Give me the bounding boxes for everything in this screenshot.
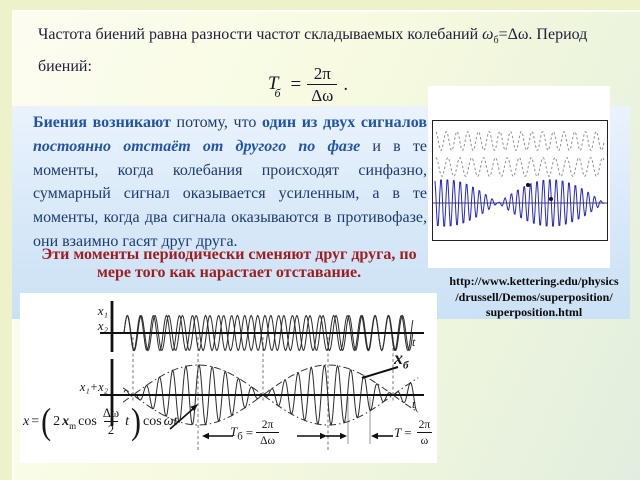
x-beat-subscript: б xyxy=(403,359,409,372)
highlight-text: Эти моменты периодически сменяют друг др… xyxy=(41,246,417,281)
intro-after: =Δω. Период биений: xyxy=(38,26,588,76)
t-fraction-num: 2π xyxy=(418,419,431,431)
sum-cos2: cos xyxy=(142,414,162,430)
intro-before: Частота биений равна разности частот скл… xyxy=(38,26,483,43)
tb-fraction-den: Δω xyxy=(256,432,280,447)
emphasis-bold-2: один из двух сигналов xyxy=(262,114,427,131)
period-symbol-subscript: б xyxy=(274,86,281,101)
body-text-1: потому, что xyxy=(170,114,262,131)
sum-omega-t: ωt xyxy=(163,414,178,430)
beats-diagram-image: x₁ x₂ x₁+x₂ t t xб x = ( 2 xm cos Δω 2 t… xyxy=(20,293,437,463)
intro-text: Частота биений равна разности частот скл… xyxy=(38,22,623,80)
tb-fraction: 2π Δω xyxy=(256,419,280,447)
tb-equals: = xyxy=(245,425,254,441)
label-t-top: t xyxy=(412,335,416,349)
t-fraction-den: ω xyxy=(416,432,433,447)
fraction-denominator: Δω xyxy=(307,84,338,105)
fraction-numerator: 2π xyxy=(313,64,331,84)
sum-fraction: Δω 2 xyxy=(99,406,123,437)
label-x1: x₁ xyxy=(97,303,108,318)
omega-symbol: ω xyxy=(482,26,494,43)
fraction: 2π Δω xyxy=(307,64,338,105)
x-beat-symbol: x xyxy=(394,348,403,368)
close-paren: ) xyxy=(130,400,141,443)
omega-subscript: б xyxy=(493,35,499,47)
sum-fraction-num: Δω xyxy=(102,406,120,420)
t-symbol: T xyxy=(394,425,402,441)
source-link-line2[interactable]: /drussell/Demos/superposition/ xyxy=(455,289,613,304)
label-x1-plus-x2: x₁+x₂ xyxy=(79,380,108,394)
sum-amplitude: x xyxy=(62,413,70,429)
label-x2: x₂ xyxy=(97,318,108,333)
sum-equals: = xyxy=(31,414,40,430)
beat-period-small-formula: Tб = 2π Δω xyxy=(230,419,280,447)
body-paragraph: Биения возникают потому, что один из дву… xyxy=(33,111,427,254)
sum-amplitude-sub: m xyxy=(69,420,77,431)
t-fraction: 2π ω xyxy=(415,419,435,447)
source-link-line1[interactable]: http://www.kettering.edu/physics xyxy=(449,274,619,288)
beats-animation-frame xyxy=(432,120,608,241)
source-link[interactable]: http://www.kettering.edu/physics /drusse… xyxy=(436,274,632,321)
sum-formula: x = ( 2 xm cos Δω 2 t ) cos ωt xyxy=(23,403,178,441)
label-t-bottom: t xyxy=(412,397,416,411)
label-x-beat: xб xyxy=(394,348,409,372)
source-link-line3[interactable]: superposition.html xyxy=(485,305,583,319)
sum-cos1: cos xyxy=(78,414,97,430)
period-symbol: T xyxy=(267,72,279,94)
t-equals: = xyxy=(404,425,412,441)
open-paren: ( xyxy=(41,400,52,443)
superposition-demo-image xyxy=(428,86,610,268)
formula-period-dot: . xyxy=(343,74,349,95)
tb-symbol: T xyxy=(230,423,238,439)
beats-diagram-svg xyxy=(100,301,424,451)
carrier-period-formula: T = 2π ω xyxy=(394,419,434,447)
beat-period-formula: Tб = 2π Δω . xyxy=(228,60,388,110)
body-text-2: и в те моменты, когда колебания происход… xyxy=(33,137,427,250)
sum-t: t xyxy=(125,414,129,430)
emphasis-bold-1: Биения возникают xyxy=(33,114,171,131)
tb-fraction-num: 2π xyxy=(261,419,274,431)
sum-lhs: x xyxy=(23,414,30,430)
tb-subscript: б xyxy=(237,430,243,443)
emphasis-bold-italic: постоянно отстаёт от другого по фазе xyxy=(33,137,361,155)
sum-fraction-den: 2 xyxy=(103,421,119,437)
sum-coef: 2 xyxy=(53,414,61,430)
equals-sign: = xyxy=(290,74,302,95)
